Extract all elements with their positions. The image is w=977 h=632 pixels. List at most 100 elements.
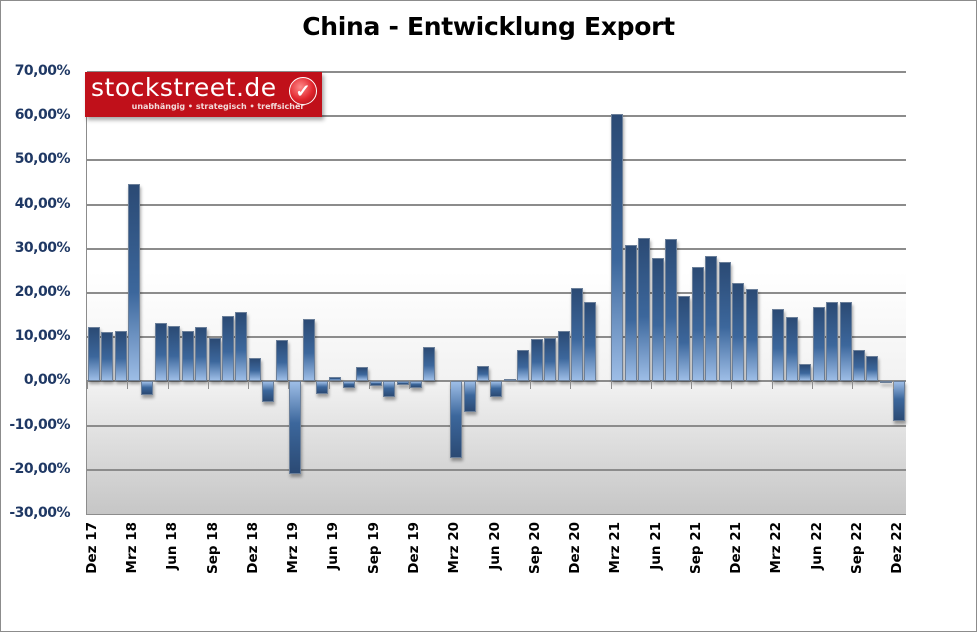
bar-aug-22 <box>839 301 852 382</box>
bar-sep-20 <box>530 338 543 382</box>
x-tick <box>892 381 894 390</box>
x-tick-label: Sep 20 <box>526 522 543 575</box>
bar-jul-21 <box>665 238 678 382</box>
x-tick <box>530 381 532 390</box>
x-tick <box>449 381 451 390</box>
y-tick-label: 60,00% <box>14 107 71 124</box>
bar-nov-22 <box>879 381 892 384</box>
bar-aug-21 <box>678 295 691 382</box>
x-tick <box>570 381 572 390</box>
x-tick-label: Mrz 21 <box>607 522 624 574</box>
bar-mrz-20 <box>450 381 463 458</box>
bar-sep-21 <box>691 267 704 382</box>
y-tick-label: -10,00% <box>9 416 70 433</box>
y-tick-label: 10,00% <box>14 328 71 345</box>
bar-mrz-19 <box>289 381 302 475</box>
bar-okt-21 <box>705 256 718 382</box>
bar-apr-19 <box>302 318 315 382</box>
bar-jan-18 <box>101 332 114 382</box>
x-tick <box>812 381 814 390</box>
x-tick <box>610 381 612 390</box>
x-tick <box>288 381 290 390</box>
x-tick-label: Jun 21 <box>647 522 664 570</box>
x-tick <box>691 381 693 390</box>
x-tick <box>731 381 733 390</box>
x-tick-label: Jun 22 <box>808 522 825 570</box>
y-tick-label: -30,00% <box>9 505 70 521</box>
bar-okt-18 <box>221 316 234 382</box>
bar-sep-22 <box>852 350 865 382</box>
bar-mai-18 <box>154 323 167 382</box>
bar-jan-21 <box>584 301 597 382</box>
gridline <box>87 336 906 339</box>
y-tick-label: 50,00% <box>14 151 71 168</box>
x-tick-label: Mrz 22 <box>768 522 785 574</box>
bar-mai-21 <box>638 238 651 382</box>
x-tick-label: Mrz 18 <box>123 522 140 574</box>
bar-jul-22 <box>826 301 839 382</box>
x-tick-label: Sep 21 <box>687 522 704 575</box>
bar-dez-20 <box>571 287 584 382</box>
bar-apr-18 <box>141 381 154 395</box>
x-tick-label: Dez 21 <box>728 522 745 574</box>
x-tick-label: Sep 19 <box>365 522 382 575</box>
x-tick-label: Sep 18 <box>204 522 221 575</box>
bar-mai-22 <box>799 364 812 382</box>
gridline <box>87 292 906 294</box>
gridline <box>87 115 906 118</box>
bar-mai-19 <box>315 381 328 395</box>
bar-feb-19 <box>275 340 288 382</box>
checkmark-icon: ✓ <box>289 77 317 105</box>
y-tick-label: 70,00% <box>14 63 71 79</box>
x-tick-label: Mrz 19 <box>285 522 302 574</box>
bar-dez-19 <box>409 381 422 388</box>
chart-title: China - Entwicklung Export <box>302 12 675 41</box>
bar-nov-21 <box>718 261 731 382</box>
bar-jan-22 <box>745 288 758 382</box>
y-tick-label: 30,00% <box>14 239 71 256</box>
bar-jun-20 <box>490 381 503 397</box>
bar-dez-18 <box>248 357 261 382</box>
bar-mai-20 <box>477 365 490 382</box>
bar-nov-19 <box>396 381 409 386</box>
y-tick-label: 40,00% <box>14 195 71 212</box>
x-tick-label: Jun 18 <box>164 522 181 570</box>
bar-sep-19 <box>369 381 382 387</box>
bar-sep-18 <box>208 337 221 382</box>
x-tick-label: Mrz 20 <box>446 522 463 574</box>
x-tick <box>207 381 209 390</box>
x-tick <box>167 381 169 390</box>
x-tick-label: Dez 19 <box>405 522 422 574</box>
bar-mrz-18 <box>127 184 140 382</box>
x-tick <box>650 381 652 390</box>
x-tick <box>127 381 129 390</box>
bar-apr-21 <box>624 245 637 382</box>
gridline <box>87 203 906 206</box>
bar-apr-20 <box>463 381 476 412</box>
bar-feb-18 <box>114 331 127 382</box>
bar-jul-18 <box>181 331 194 382</box>
bar-apr-22 <box>785 316 798 382</box>
bar-jun-22 <box>812 306 825 382</box>
x-tick <box>368 381 370 390</box>
bar-mrz-22 <box>772 308 785 382</box>
bar-jun-21 <box>651 257 664 382</box>
logo-tagline: unabhängig • strategisch • treffsicher <box>131 102 305 111</box>
bar-dez-17 <box>87 326 100 382</box>
bar-nov-20 <box>557 331 570 382</box>
x-tick-label: Dez 22 <box>889 522 906 574</box>
bar-mrz-21 <box>611 113 624 382</box>
logo-text: stockstreet.de <box>91 73 277 102</box>
bar-dez-22 <box>893 381 906 421</box>
gridline <box>87 247 906 250</box>
x-tick-label: Jun 20 <box>486 522 503 570</box>
bar-jun-18 <box>168 325 181 382</box>
y-tick-label: 20,00% <box>14 284 71 300</box>
x-tick <box>248 381 250 390</box>
bar-jan-20 <box>423 347 436 382</box>
gridline <box>87 468 906 471</box>
x-tick <box>489 381 491 390</box>
bar-okt-20 <box>544 337 557 382</box>
gridline <box>87 424 906 427</box>
x-tick-label: Jun 19 <box>325 522 342 570</box>
